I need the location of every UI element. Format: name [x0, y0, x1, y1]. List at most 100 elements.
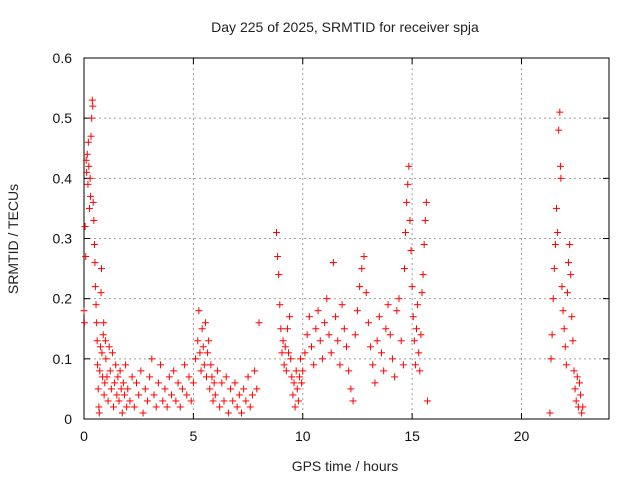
- data-point: [111, 379, 119, 387]
- data-point: [135, 391, 143, 399]
- data-point: [224, 409, 232, 417]
- data-point: [82, 156, 90, 164]
- data-point: [325, 331, 333, 339]
- x-tick-label: 15: [404, 428, 420, 444]
- data-point: [96, 367, 104, 375]
- data-point: [411, 361, 419, 369]
- data-point: [97, 289, 105, 297]
- data-point: [548, 331, 556, 339]
- data-point: [148, 355, 156, 363]
- data-point: [206, 385, 214, 393]
- data-point: [100, 319, 108, 327]
- data-point: [181, 361, 189, 369]
- data-point: [91, 283, 99, 291]
- data-point: [222, 373, 230, 381]
- data-point: [332, 313, 340, 321]
- data-point: [288, 373, 296, 381]
- data-point: [573, 373, 581, 381]
- data-point: [420, 241, 428, 249]
- data-point: [294, 397, 302, 405]
- y-tick-label: 0.4: [53, 170, 73, 186]
- data-point: [556, 108, 564, 116]
- data-point: [413, 325, 420, 333]
- data-point: [99, 331, 107, 339]
- data-point: [93, 337, 101, 345]
- data-point: [566, 241, 574, 249]
- data-point: [572, 397, 580, 405]
- data-point: [565, 259, 573, 267]
- data-point: [133, 379, 140, 387]
- data-point: [391, 373, 399, 381]
- data-point: [95, 403, 103, 411]
- data-point: [351, 331, 359, 339]
- data-point: [89, 102, 97, 110]
- data-point: [101, 379, 109, 387]
- data-point: [229, 397, 237, 405]
- data-point: [204, 349, 212, 357]
- data-point: [423, 397, 431, 405]
- data-point: [402, 228, 410, 236]
- data-point: [275, 271, 283, 279]
- data-point: [80, 307, 88, 315]
- data-point: [150, 391, 158, 399]
- data-point: [82, 253, 90, 261]
- data-point: [395, 295, 403, 303]
- data-point: [235, 391, 243, 399]
- data-point: [113, 391, 121, 399]
- data-point: [85, 204, 93, 212]
- data-point: [293, 385, 301, 393]
- data-point: [289, 391, 297, 399]
- data-point: [209, 397, 217, 405]
- data-point: [176, 403, 184, 411]
- data-point: [353, 307, 361, 315]
- data-point: [115, 397, 123, 405]
- data-point: [345, 367, 353, 375]
- data-point: [139, 409, 147, 417]
- data-point: [88, 114, 96, 122]
- data-point: [106, 367, 114, 375]
- data-point: [165, 373, 173, 381]
- data-point: [578, 409, 586, 417]
- data-point: [94, 361, 102, 369]
- data-point: [329, 259, 337, 267]
- data-point: [168, 391, 175, 399]
- axis-ticks: 0 0.1 0.2 0.3 0.4 0.5 0.6 0 5 10 15 20: [53, 50, 609, 444]
- data-point: [84, 138, 92, 146]
- data-point: [280, 361, 288, 369]
- data-point: [96, 343, 104, 351]
- data-point: [369, 361, 377, 369]
- data-point: [101, 337, 109, 345]
- data-point: [415, 349, 423, 357]
- data-point: [146, 373, 154, 381]
- data-point: [196, 349, 204, 357]
- data-point: [81, 222, 89, 230]
- data-point: [303, 331, 311, 339]
- data-point: [185, 373, 193, 381]
- data-point: [80, 319, 88, 327]
- data-point: [338, 301, 346, 309]
- data-point: [380, 367, 388, 375]
- y-tick-label: 0.2: [53, 291, 73, 307]
- data-point: [285, 349, 293, 357]
- data-point: [174, 379, 182, 387]
- data-point: [405, 162, 413, 170]
- data-point: [120, 391, 128, 399]
- data-point: [334, 337, 342, 345]
- data-point: [87, 192, 95, 200]
- data-point: [83, 150, 91, 158]
- data-point: [100, 391, 108, 399]
- data-point: [200, 361, 208, 369]
- data-point: [273, 228, 280, 236]
- data-point: [91, 259, 99, 267]
- data-point: [163, 403, 171, 411]
- data-point: [323, 295, 331, 303]
- data-point: [210, 379, 218, 387]
- data-point: [400, 265, 408, 273]
- data-point: [130, 403, 138, 411]
- data-point: [292, 367, 300, 375]
- data-point: [418, 289, 426, 297]
- data-point: [277, 325, 285, 333]
- data-point: [416, 367, 424, 375]
- data-point: [546, 409, 554, 417]
